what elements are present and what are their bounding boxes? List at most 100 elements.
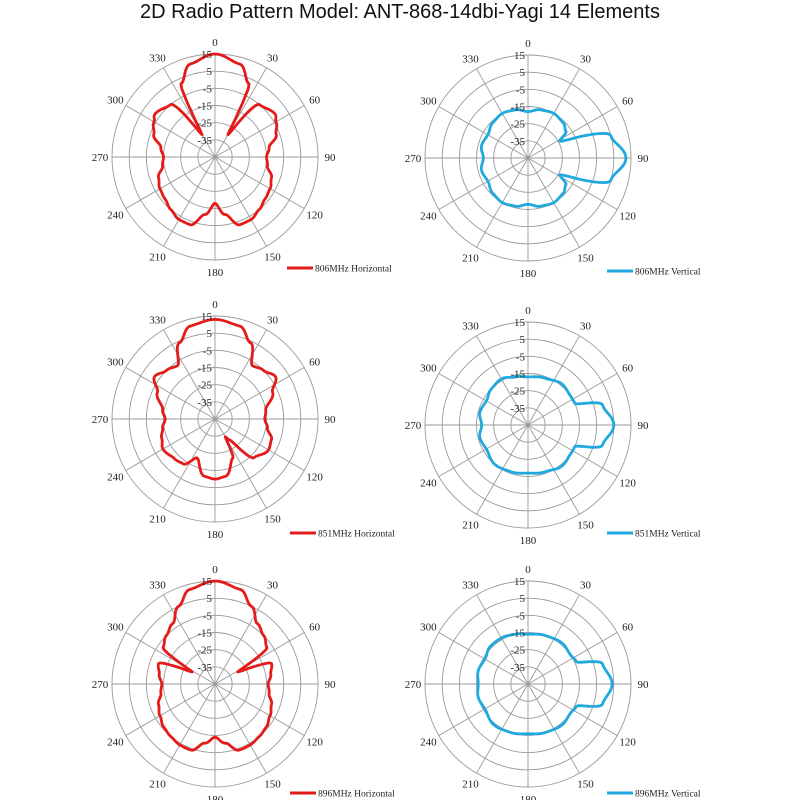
radial-tick-label: 5 [207, 593, 213, 605]
grid-spoke [214, 683, 305, 736]
radial-tick-label: -25 [510, 386, 525, 398]
angle-tick-label: 300 [420, 96, 437, 108]
legend-label: 851MHz Vertical [635, 530, 701, 540]
grid-spoke [476, 594, 529, 685]
pattern-trace [156, 579, 274, 752]
radial-tick-label: -5 [203, 610, 213, 622]
grid-spoke [476, 335, 529, 426]
legend-label: 851MHz Horizontal [318, 530, 395, 540]
angle-tick-label: 270 [405, 420, 422, 432]
grid-spoke [438, 424, 529, 477]
angle-tick-label: 240 [420, 211, 437, 223]
grid-spoke [125, 105, 216, 158]
angle-tick-label: 0 [212, 564, 218, 576]
grid-spoke [214, 418, 267, 509]
grid-spoke [125, 683, 216, 736]
angle-tick-label: 60 [622, 96, 634, 108]
angle-tick-label: 0 [525, 38, 531, 50]
angle-tick-label: 210 [149, 514, 166, 526]
angle-tick-label: 180 [520, 794, 537, 800]
grid-spoke [527, 106, 618, 159]
angle-tick-label: 300 [420, 622, 437, 634]
angle-tick-label: 120 [619, 211, 636, 223]
angle-tick-label: 30 [267, 52, 279, 64]
angle-tick-label: 0 [212, 299, 218, 311]
radial-tick-label: -25 [197, 118, 212, 130]
angle-tick-label: 150 [577, 520, 594, 532]
radial-tick-label: -25 [197, 645, 212, 657]
grid-spoke [125, 418, 216, 471]
angle-tick-label: 180 [207, 794, 224, 800]
angle-tick-label: 240 [107, 472, 124, 484]
radial-tick-label: -5 [203, 83, 213, 95]
angle-tick-label: 270 [405, 679, 422, 691]
pattern-trace [479, 108, 628, 208]
angle-tick-label: 300 [107, 622, 124, 634]
radial-tick-label: 15 [514, 317, 526, 329]
angle-tick-label: 120 [306, 472, 323, 484]
grid-spoke [438, 106, 529, 159]
radial-tick-label: -15 [197, 628, 212, 640]
polar-chart-3: 0 30 60 90 120 150 180 210 240 270 300 330 15 5 -5 -15 -… [92, 299, 395, 541]
radial-tick-label: -25 [197, 380, 212, 392]
radial-tick-label: -5 [516, 610, 526, 622]
radial-tick-label: 5 [207, 66, 213, 78]
angle-tick-label: 90 [638, 420, 650, 432]
radial-tick-label: 15 [201, 576, 213, 588]
angle-tick-label: 150 [264, 252, 281, 264]
angle-tick-label: 150 [264, 779, 281, 791]
polar-chart-6: 0 30 60 90 120 150 180 210 240 270 300 330 15 5 -5 -15 -… [405, 564, 701, 800]
angle-tick-label: 240 [107, 737, 124, 749]
radial-tick-label: -15 [510, 102, 525, 114]
radial-tick-label: -25 [510, 645, 525, 657]
grid-spoke [214, 594, 267, 685]
grid-spoke [214, 367, 305, 420]
radial-tick-label: 15 [514, 50, 526, 62]
legend-label: 896MHz Vertical [635, 790, 701, 800]
radial-tick-label: -35 [510, 136, 525, 148]
grid-spoke [214, 329, 267, 420]
angle-tick-label: 0 [525, 305, 531, 317]
radial-tick-label: 15 [201, 311, 213, 323]
angle-tick-label: 30 [580, 53, 592, 65]
angle-tick-label: 30 [580, 320, 592, 332]
angle-tick-label: 120 [619, 737, 636, 749]
angle-tick-label: 180 [520, 268, 537, 280]
angle-tick-label: 180 [207, 267, 224, 279]
angle-tick-label: 210 [149, 779, 166, 791]
angle-tick-label: 30 [267, 314, 279, 326]
angle-tick-label: 270 [92, 152, 109, 164]
radial-tick-label: -15 [197, 363, 212, 375]
angle-tick-label: 210 [462, 520, 479, 532]
grid-spoke [438, 683, 529, 736]
angle-tick-label: 210 [462, 779, 479, 791]
angle-tick-label: 270 [92, 679, 109, 691]
radial-tick-label: -35 [510, 662, 525, 674]
angle-tick-label: 330 [462, 53, 479, 65]
angle-tick-label: 0 [212, 37, 218, 49]
angle-tick-label: 120 [306, 737, 323, 749]
grid-spoke [527, 157, 618, 210]
radial-tick-label: -15 [197, 101, 212, 113]
grid-spoke [214, 67, 267, 158]
radial-tick-label: -15 [510, 628, 525, 640]
grid-spoke [438, 373, 529, 426]
angle-tick-label: 330 [149, 52, 166, 64]
grid-spoke [125, 632, 216, 685]
angle-tick-label: 30 [580, 579, 592, 591]
grid-spoke [214, 418, 305, 471]
radial-tick-label: -35 [197, 662, 212, 674]
radial-tick-label: 5 [520, 593, 526, 605]
radial-tick-label: 5 [520, 334, 526, 346]
grid-spoke [163, 329, 216, 420]
radial-tick-label: -5 [516, 351, 526, 363]
angle-tick-label: 60 [622, 622, 634, 634]
angle-tick-label: 150 [577, 779, 594, 791]
grid-spoke [125, 367, 216, 420]
angle-tick-label: 90 [325, 152, 337, 164]
angle-tick-label: 300 [107, 95, 124, 107]
legend-label: 806MHz Vertical [635, 268, 701, 278]
angle-tick-label: 270 [92, 414, 109, 426]
angle-tick-label: 330 [149, 579, 166, 591]
